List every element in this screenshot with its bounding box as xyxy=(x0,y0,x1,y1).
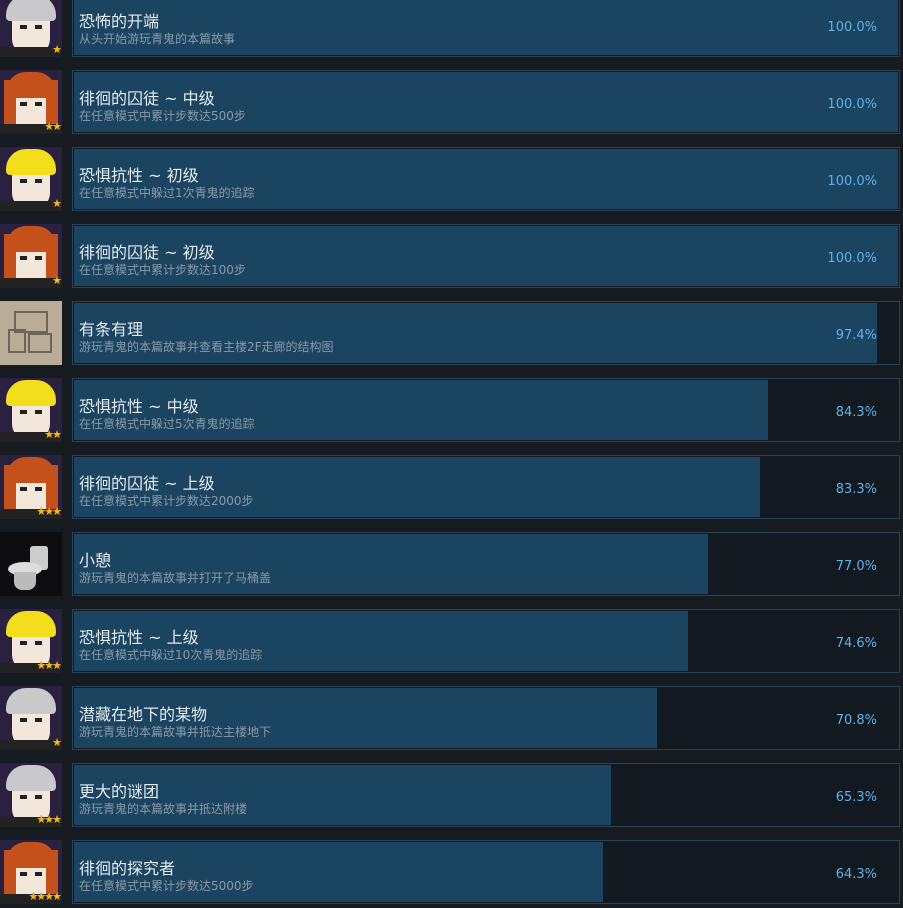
star-rating-icon: ★★★ xyxy=(36,813,62,826)
achievement-row[interactable]: ★ 潜藏在地下的某物 游玩青鬼的本篇故事并抵达主楼地下 70.8% xyxy=(0,686,903,750)
achievement-description: 游玩青鬼的本篇故事并抵达附楼 xyxy=(79,802,248,816)
blond-boy-icon: ★★★ xyxy=(0,609,62,673)
silver-hair-glasses-boy-icon: ★ xyxy=(0,0,62,57)
progress-fill xyxy=(74,149,898,209)
star-rating-icon: ★★ xyxy=(44,428,62,441)
achievement-title: 徘徊的探究者 xyxy=(79,859,176,878)
progress-fill xyxy=(74,534,709,594)
star-rating-icon: ★ xyxy=(52,274,62,287)
unlock-percent: 77.0% xyxy=(835,559,877,574)
achievement-title: 有条有理 xyxy=(79,320,144,339)
unlock-percent: 84.3% xyxy=(835,405,877,420)
achievement-description: 在任意模式中累计步数达2000步 xyxy=(79,494,254,508)
achievement-title: 恐惧抗性 ~ 中级 xyxy=(79,397,199,416)
progress-bar: 徘徊的探究者 在任意模式中累计步数达5000步 64.3% xyxy=(72,840,900,904)
achievement-description: 在任意模式中躲过10次青鬼的追踪 xyxy=(79,648,263,662)
progress-bar: 有条有理 游玩青鬼的本篇故事并查看主楼2F走廊的结构图 97.4% xyxy=(72,301,900,365)
progress-fill xyxy=(74,303,877,363)
star-rating-icon: ★★ xyxy=(44,120,62,133)
achievement-row[interactable]: ★★★ 恐惧抗性 ~ 上级 在任意模式中躲过10次青鬼的追踪 74.6% xyxy=(0,609,903,673)
achievement-title: 更大的谜团 xyxy=(79,782,160,801)
unlock-percent: 70.8% xyxy=(835,713,877,728)
achievement-row[interactable]: ★ 徘徊的囚徒 ~ 初级 在任意模式中累计步数达100步 100.0% xyxy=(0,224,903,288)
achievement-row[interactable]: ★★★ 更大的谜团 游玩青鬼的本篇故事并抵达附楼 65.3% xyxy=(0,763,903,827)
toilet-icon xyxy=(0,532,62,596)
unlock-percent: 74.6% xyxy=(835,636,877,651)
achievement-row[interactable]: 小憩 游玩青鬼的本篇故事并打开了马桶盖 77.0% xyxy=(0,532,903,596)
star-rating-icon: ★★★ xyxy=(36,505,62,518)
silver-hair-glasses-boy-icon: ★ xyxy=(0,686,62,750)
orange-hair-girl-icon: ★★ xyxy=(0,70,62,134)
unlock-percent: 100.0% xyxy=(827,20,877,35)
progress-bar: 恐惧抗性 ~ 中级 在任意模式中躲过5次青鬼的追踪 84.3% xyxy=(72,378,900,442)
unlock-percent: 100.0% xyxy=(827,97,877,112)
achievement-description: 在任意模式中累计步数达5000步 xyxy=(79,879,254,893)
achievement-row[interactable]: ★★★ 徘徊的囚徒 ~ 上级 在任意模式中累计步数达2000步 83.3% xyxy=(0,455,903,519)
unlock-percent: 97.4% xyxy=(835,328,877,343)
floor-map-icon xyxy=(0,301,62,365)
blond-boy-icon: ★ xyxy=(0,147,62,211)
orange-hair-girl-icon: ★ xyxy=(0,224,62,288)
progress-bar: 更大的谜团 游玩青鬼的本篇故事并抵达附楼 65.3% xyxy=(72,763,900,827)
progress-fill xyxy=(74,688,657,748)
achievement-description: 在任意模式中累计步数达100步 xyxy=(79,263,246,277)
star-rating-icon: ★★★★ xyxy=(28,890,62,903)
star-rating-icon: ★ xyxy=(52,197,62,210)
progress-fill xyxy=(74,226,898,286)
achievement-title: 潜藏在地下的某物 xyxy=(79,705,208,724)
progress-bar: 恐惧抗性 ~ 上级 在任意模式中躲过10次青鬼的追踪 74.6% xyxy=(72,609,900,673)
progress-bar: 徘徊的囚徒 ~ 上级 在任意模式中累计步数达2000步 83.3% xyxy=(72,455,900,519)
achievement-row[interactable]: ★ 恐怖的开端 从头开始游玩青鬼的本篇故事 100.0% xyxy=(0,0,903,57)
star-rating-icon: ★ xyxy=(52,736,62,749)
unlock-percent: 83.3% xyxy=(835,482,877,497)
achievement-title: 徘徊的囚徒 ~ 中级 xyxy=(79,89,215,108)
orange-hair-girl-icon: ★★★★ xyxy=(0,840,62,904)
achievement-description: 游玩青鬼的本篇故事并打开了马桶盖 xyxy=(79,571,272,585)
star-rating-icon: ★ xyxy=(52,43,62,56)
achievement-description: 游玩青鬼的本篇故事并查看主楼2F走廊的结构图 xyxy=(79,340,334,354)
achievement-description: 从头开始游玩青鬼的本篇故事 xyxy=(79,32,236,46)
unlock-percent: 100.0% xyxy=(827,251,877,266)
blond-boy-icon: ★★ xyxy=(0,378,62,442)
progress-bar: 恐怖的开端 从头开始游玩青鬼的本篇故事 100.0% xyxy=(72,0,900,57)
achievement-row[interactable]: ★★ 恐惧抗性 ~ 中级 在任意模式中躲过5次青鬼的追踪 84.3% xyxy=(0,378,903,442)
star-rating-icon: ★★★ xyxy=(36,659,62,672)
achievement-title: 恐怖的开端 xyxy=(79,12,160,31)
progress-bar: 徘徊的囚徒 ~ 初级 在任意模式中累计步数达100步 100.0% xyxy=(72,224,900,288)
achievement-row[interactable]: ★★★★ 徘徊的探究者 在任意模式中累计步数达5000步 64.3% xyxy=(0,840,903,904)
progress-bar: 小憩 游玩青鬼的本篇故事并打开了马桶盖 77.0% xyxy=(72,532,900,596)
achievement-description: 在任意模式中躲过1次青鬼的追踪 xyxy=(79,186,255,200)
achievement-title: 恐惧抗性 ~ 上级 xyxy=(79,628,199,647)
progress-bar: 恐惧抗性 ~ 初级 在任意模式中躲过1次青鬼的追踪 100.0% xyxy=(72,147,900,211)
progress-fill xyxy=(74,72,898,132)
progress-fill xyxy=(74,765,612,825)
progress-fill xyxy=(74,611,689,671)
progress-fill xyxy=(74,457,761,517)
silver-hair-glasses-boy-icon: ★★★ xyxy=(0,763,62,827)
achievement-title: 恐惧抗性 ~ 初级 xyxy=(79,166,199,185)
progress-fill xyxy=(74,380,769,440)
unlock-percent: 64.3% xyxy=(835,867,877,882)
unlock-percent: 65.3% xyxy=(835,790,877,805)
achievement-row[interactable]: ★ 恐惧抗性 ~ 初级 在任意模式中躲过1次青鬼的追踪 100.0% xyxy=(0,147,903,211)
progress-fill xyxy=(74,0,898,55)
unlock-percent: 100.0% xyxy=(827,174,877,189)
achievement-title: 小憩 xyxy=(79,551,112,570)
achievement-row[interactable]: 有条有理 游玩青鬼的本篇故事并查看主楼2F走廊的结构图 97.4% xyxy=(0,301,903,365)
achievement-description: 在任意模式中躲过5次青鬼的追踪 xyxy=(79,417,255,431)
orange-hair-girl-icon: ★★★ xyxy=(0,455,62,519)
progress-bar: 徘徊的囚徒 ~ 中级 在任意模式中累计步数达500步 100.0% xyxy=(72,70,900,134)
achievement-description: 在任意模式中累计步数达500步 xyxy=(79,109,246,123)
achievement-title: 徘徊的囚徒 ~ 上级 xyxy=(79,474,215,493)
progress-fill xyxy=(74,842,604,902)
progress-bar: 潜藏在地下的某物 游玩青鬼的本篇故事并抵达主楼地下 70.8% xyxy=(72,686,900,750)
achievement-row[interactable]: ★★ 徘徊的囚徒 ~ 中级 在任意模式中累计步数达500步 100.0% xyxy=(0,70,903,134)
achievement-title: 徘徊的囚徒 ~ 初级 xyxy=(79,243,215,262)
achievement-description: 游玩青鬼的本篇故事并抵达主楼地下 xyxy=(79,725,272,739)
